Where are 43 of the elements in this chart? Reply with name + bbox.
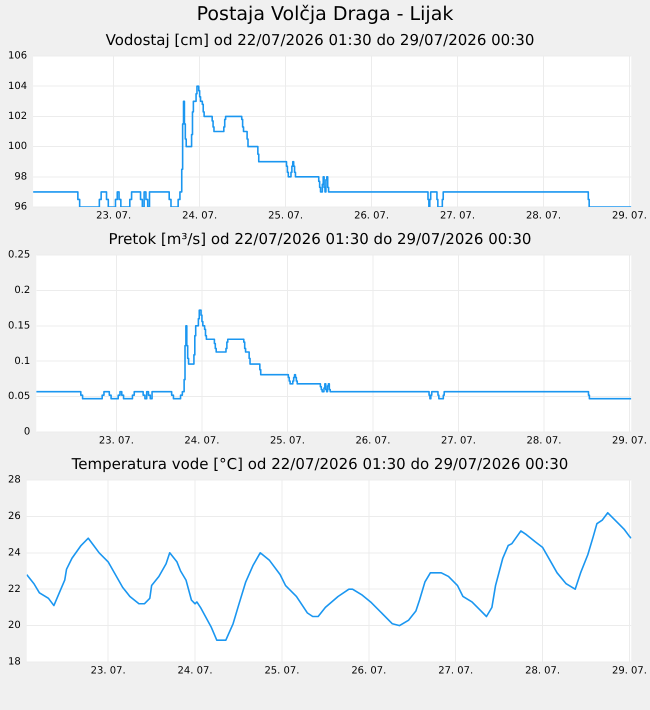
y-tick-label: 96 [14,202,28,213]
y-tick-label: 100 [8,141,28,152]
x-tick-label: 25. 07. [264,666,300,677]
x-tick-label: 24. 07. [184,436,220,447]
y-tick-label: 104 [8,80,28,92]
x-tick-label: 24. 07. [182,210,218,222]
x-tick-label: 24. 07. [178,666,213,677]
chart-title: Postaja Volčja Draga - Lijak [196,2,454,27]
x-tick-label: 27. 07. [440,436,476,447]
y-tick-label: 0.15 [8,320,30,332]
chart-title: Pretok [m³/s] od 22/07/2026 01:30 do 29/07/2026 00:30 [108,230,532,248]
x-tick-label: 25. 07. [268,210,304,222]
y-tick-label: 0 [24,426,30,438]
y-tick-label: 18 [8,656,21,668]
x-tick-label: 23. 07. [96,210,132,222]
x-tick-label: 26. 07. [351,666,386,677]
y-tick-label: 22 [8,584,21,595]
y-tick-label: 0.25 [8,250,30,261]
chart-subtitle: Vodostaj [cm] od 22/07/2026 01:30 do 29/07/2026 00:30 [106,30,534,49]
y-tick-label: 20 [8,620,21,632]
y-tick-label: 24 [8,547,21,558]
x-tick-label: 25. 07. [270,436,305,447]
y-tick-label: 0.2 [14,284,30,296]
x-tick-label: 23. 07. [90,666,126,677]
y-tick-label: 28 [8,474,21,486]
y-tick-label: 0.05 [8,391,30,402]
y-tick-label: 0.1 [14,356,30,367]
x-tick-label: 26. 07. [354,210,390,222]
x-tick-label: 28. 07. [525,666,560,677]
y-tick-label: 102 [8,110,28,122]
x-tick-label: 27. 07. [438,666,474,677]
y-tick-label: 98 [14,171,28,182]
y-tick-label: 26 [8,510,21,522]
x-tick-label: 28. 07. [526,436,562,447]
x-tick-label: 29. 07. [612,666,647,677]
y-tick-label: 106 [8,50,28,62]
x-tick-label: 28. 07. [526,210,562,222]
chart-title: Temperatura vode [°C] od 22/07/2026 01:30 do 29/07/2026 00:30 [70,454,568,473]
x-tick-label: 23. 07. [98,436,134,447]
x-tick-label: 29. 07. [612,210,647,222]
x-tick-label: 29. 07. [612,436,647,447]
x-tick-label: 26. 07. [355,436,390,447]
x-tick-label: 27. 07. [440,210,476,222]
